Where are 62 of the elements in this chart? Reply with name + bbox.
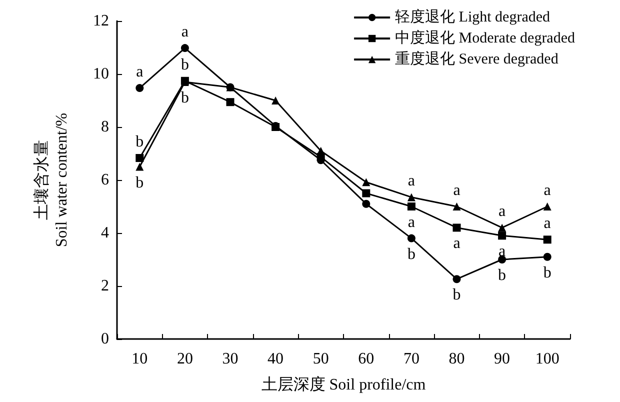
data-label: a: [544, 215, 551, 232]
x-tick-label: 60: [358, 350, 374, 368]
data-label: a: [453, 182, 460, 199]
data-label: b: [498, 267, 506, 284]
y-axis-title: 土壤含水量 Soil water content/%: [32, 112, 70, 248]
x-tick-label: 50: [312, 350, 329, 368]
x-tick-label: 90: [494, 350, 510, 368]
x-tick-label: 40: [268, 350, 284, 368]
data-label: a: [181, 24, 189, 41]
data-label: a: [498, 243, 506, 260]
point: [543, 236, 552, 244]
legend-label: 重度退化 Severe degraded: [395, 50, 559, 68]
y-tick-label: 10: [93, 66, 109, 82]
point: [362, 200, 370, 208]
y-tick-label: 12: [93, 12, 109, 30]
y-tick-label: 2: [101, 278, 109, 294]
data-label: b: [180, 56, 189, 74]
point: [498, 256, 506, 264]
point: [407, 234, 416, 242]
legend-label: 轻度退化 Light degraded: [395, 8, 551, 26]
data-label: b: [180, 89, 189, 106]
point: [452, 202, 461, 210]
point: [543, 202, 552, 210]
data-label: b: [543, 264, 552, 282]
x-tick-label: 100: [535, 350, 560, 368]
data-label: b: [407, 246, 416, 263]
data-label: b: [452, 286, 461, 304]
point: [272, 96, 280, 104]
y-tick-label: 4: [101, 224, 109, 242]
legend-label: 中度退化 Moderate degraded: [395, 30, 576, 46]
point: [543, 252, 552, 261]
data-label: b: [136, 134, 144, 151]
data-label: b: [136, 174, 144, 192]
y-tick-label: 0: [101, 330, 109, 348]
point: [452, 224, 461, 232]
point: [452, 275, 461, 284]
point: [407, 202, 416, 210]
data-label: a: [544, 182, 551, 199]
x-tick-label: 30: [222, 350, 238, 368]
x-tick-label: 20: [176, 350, 193, 368]
point: [498, 232, 506, 240]
point: [362, 178, 370, 186]
y-tick-label: 8: [101, 118, 109, 136]
point: [180, 44, 189, 52]
data-label: a: [408, 214, 416, 231]
point: [362, 189, 370, 198]
point: [316, 146, 325, 155]
x-tick-label: 10: [132, 350, 148, 368]
data-label: a: [136, 64, 144, 81]
data-label: a: [408, 172, 416, 190]
x-tick-label: 70: [403, 350, 420, 368]
point: [136, 84, 144, 92]
x-tick-label: 80: [448, 350, 465, 368]
point: [407, 193, 416, 202]
point: [136, 154, 144, 162]
point: [136, 162, 144, 171]
point: [226, 98, 234, 106]
data-label: a: [498, 203, 506, 220]
y-tick-label: 6: [101, 172, 109, 188]
x-axis-title: 土层深度 Soil profile/cm: [261, 376, 426, 394]
data-label: a: [453, 235, 460, 252]
point: [498, 224, 506, 232]
